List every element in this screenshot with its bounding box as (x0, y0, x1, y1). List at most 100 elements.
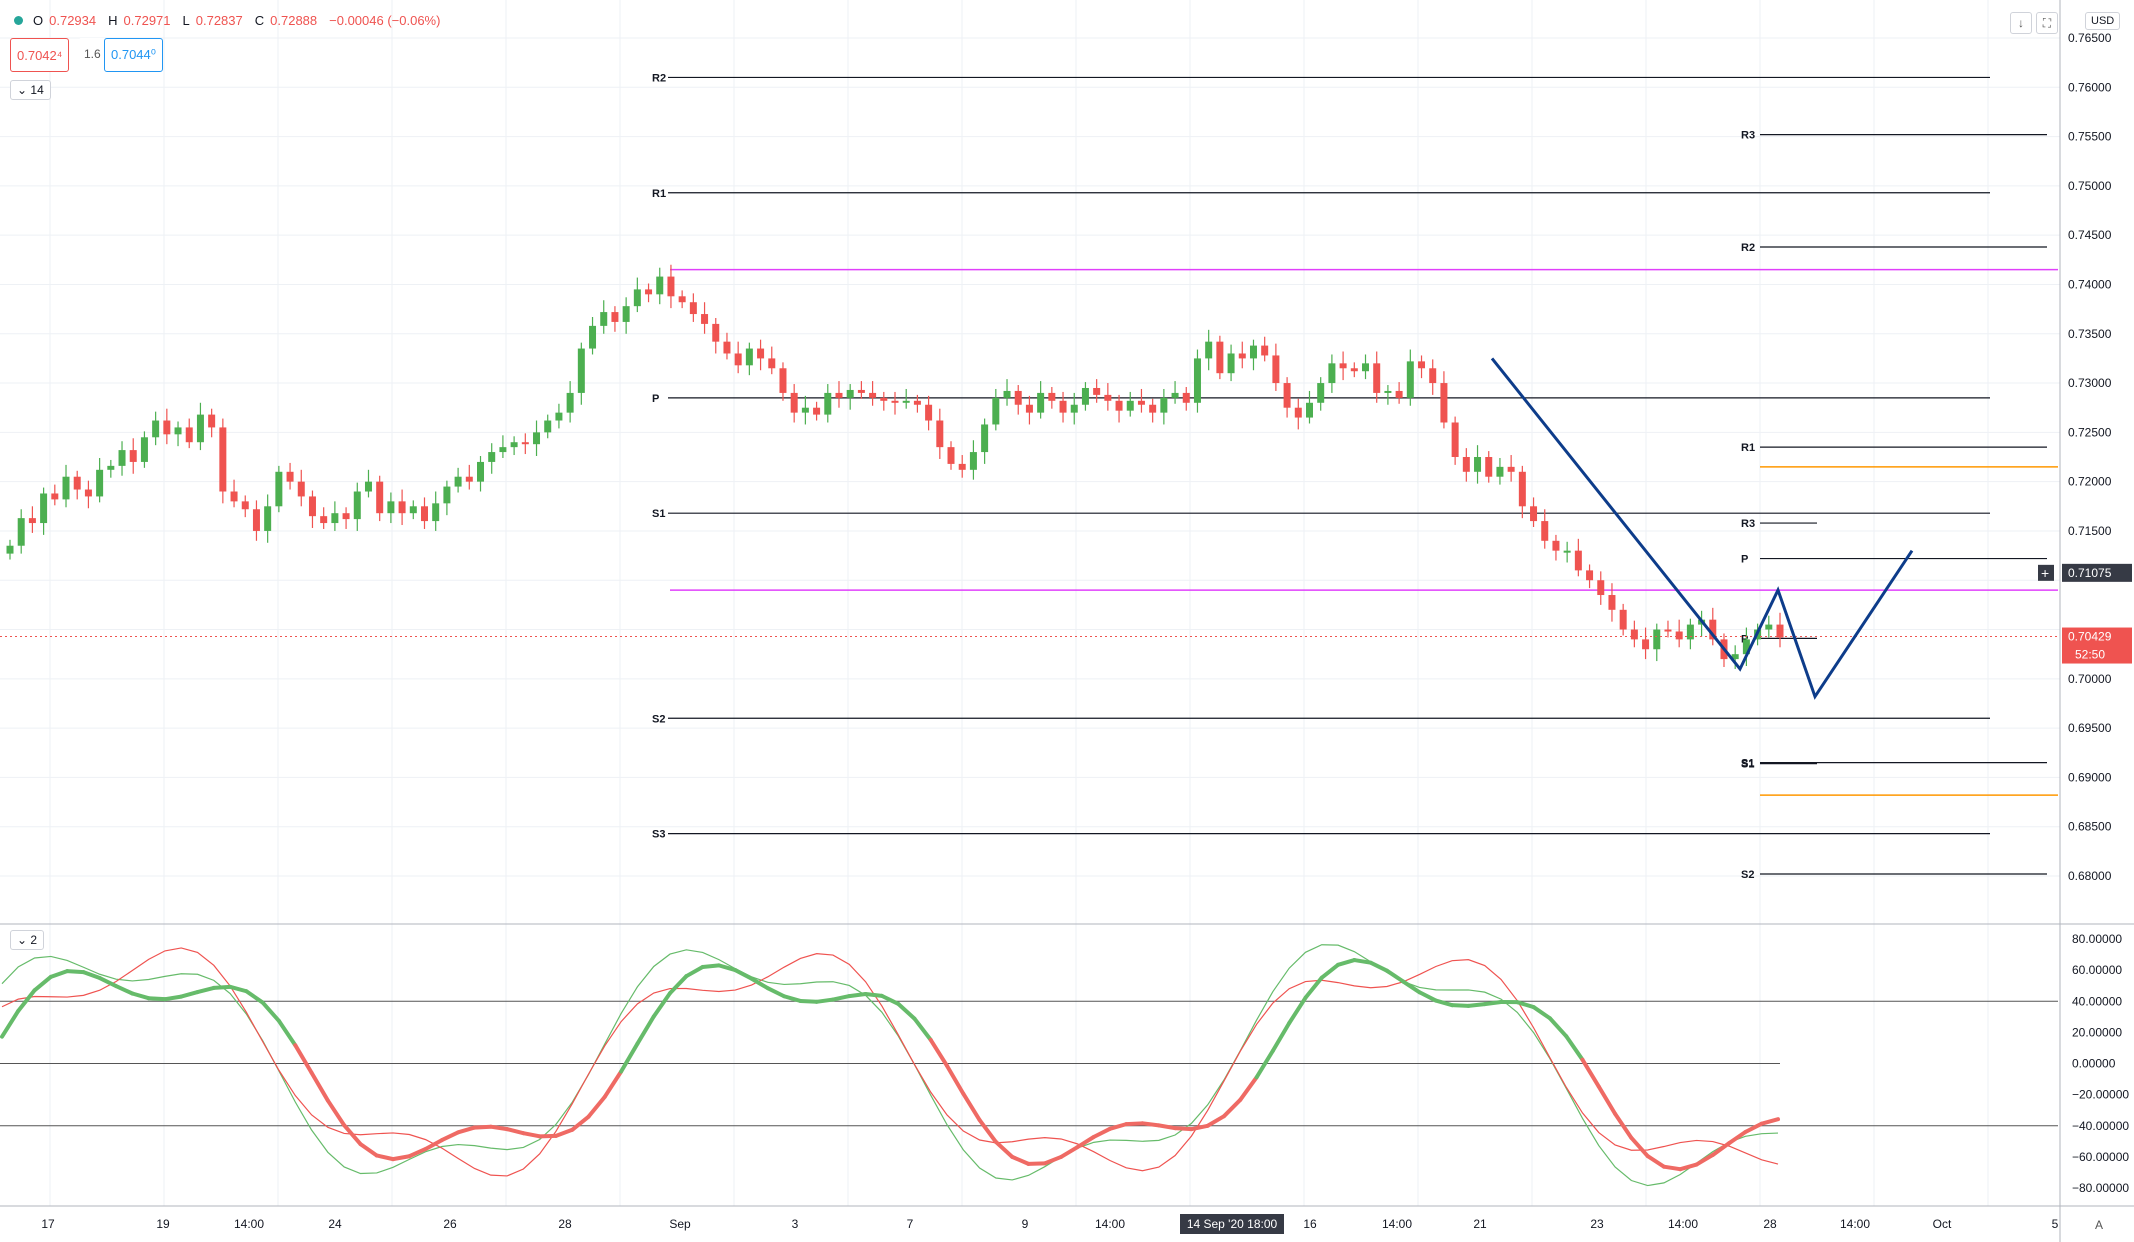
trend-momentum-line (830, 994, 852, 1002)
candle-body (1709, 619, 1717, 640)
price-tick: 0.75000 (2068, 179, 2112, 193)
trend-momentum-line (439, 1130, 461, 1143)
fullscreen-icon[interactable]: ⛶ (2036, 12, 2058, 34)
sell-price: 0.7042⁴ (17, 47, 63, 63)
pivot-label: R1 (1741, 442, 1755, 454)
candle-body (73, 476, 81, 490)
trend-momentum-line (798, 998, 819, 1004)
trend-momentum-line (1303, 975, 1324, 1000)
trend-momentum-line (928, 1037, 950, 1068)
trend-momentum-line (293, 1043, 314, 1075)
time-tick: 14:00 (234, 1217, 264, 1231)
buy-price-button[interactable]: 0.7044⁰ (104, 38, 163, 72)
trend-momentum-line (48, 969, 70, 979)
candle-body (734, 353, 742, 366)
trend-momentum-line (1482, 1000, 1504, 1007)
time-tick: 14:00 (1840, 1217, 1870, 1231)
osc-tick: −80.00000 (2072, 1181, 2129, 1195)
candle-body (1261, 345, 1269, 356)
trend-momentum-line (879, 993, 901, 1006)
auto-scale-button[interactable]: A (2095, 1218, 2104, 1232)
candle-body (163, 420, 171, 435)
trend-momentum-line (1433, 998, 1455, 1008)
last-price-label: 0.70429 (2068, 630, 2112, 644)
candle-body (432, 503, 440, 522)
candle-body (869, 392, 877, 398)
osc-tick: −40.00000 (2072, 1119, 2129, 1133)
candle-body (1025, 404, 1033, 413)
arrow-down-icon[interactable]: ↓ (2010, 12, 2032, 34)
trend-momentum-line (912, 1016, 933, 1042)
candle-body (768, 358, 776, 369)
candle-body (1205, 341, 1213, 359)
candle-body (1518, 471, 1526, 507)
candle-body (678, 296, 686, 303)
crosshair-plus-icon (2038, 564, 2054, 581)
trend-momentum-line (1107, 1122, 1129, 1131)
candle-body (1037, 392, 1045, 413)
trend-momentum-line (65, 969, 86, 975)
candle-body (230, 491, 238, 502)
trend-momentum-line (1270, 1021, 1292, 1053)
price-tick: 0.68000 (2068, 869, 2112, 883)
trend-momentum-line (1629, 1135, 1650, 1159)
candle-body (835, 392, 843, 398)
trend-momentum-line (1450, 1003, 1471, 1008)
trend-momentum-line (1352, 958, 1373, 965)
trend-momentum-line (1026, 1161, 1047, 1166)
candle-body (1686, 624, 1694, 640)
candle-body (1350, 368, 1358, 372)
time-tick: 14:00 (1668, 1217, 1698, 1231)
crosshair-price-box (2062, 563, 2132, 582)
trend-momentum-line (1613, 1111, 1634, 1140)
time-tick: 17 (41, 1217, 55, 1231)
chevron-down-icon: ⌄ (17, 933, 28, 947)
candle-body (1126, 400, 1134, 411)
time-tick: 24 (328, 1217, 342, 1231)
candle-body (443, 486, 451, 504)
candle-body (1541, 521, 1549, 541)
trend-momentum-line (1710, 1141, 1732, 1157)
trend-momentum-line (1466, 1002, 1487, 1008)
indicator-collapse-button[interactable]: ⌄ 14 (10, 80, 51, 100)
time-tick: 14:00 (1382, 1217, 1412, 1231)
candle-body (712, 323, 720, 342)
trend-momentum-line (162, 994, 184, 1002)
trend-momentum-line (505, 1127, 526, 1136)
candle-body (656, 276, 664, 295)
osc-tick: 20.00000 (2072, 1025, 2122, 1039)
candle-body (723, 341, 731, 354)
candle-body (757, 348, 765, 359)
high-value: 0.72971 (123, 13, 171, 28)
price-tick: 0.75500 (2068, 130, 2112, 144)
oscillator-collapse-button[interactable]: ⌄ 2 (10, 930, 45, 950)
candle-body (499, 447, 507, 453)
sell-price-button[interactable]: 0.7042⁴ (10, 38, 70, 72)
price-tick: 0.72000 (2068, 475, 2112, 489)
trend-momentum-line (1238, 1075, 1259, 1102)
trend-momentum-line (1254, 1048, 1275, 1080)
candle-body (521, 442, 529, 445)
trend-momentum-line (1743, 1121, 1764, 1135)
candle-body (824, 392, 832, 415)
candle-body (566, 392, 574, 413)
candle-body (544, 420, 552, 433)
trend-momentum-line (1564, 1034, 1585, 1062)
candle-body (611, 312, 619, 322)
trend-momentum-line (782, 994, 803, 1003)
candle-body (1653, 629, 1661, 650)
trend-momentum-line (260, 1000, 281, 1023)
currency-button[interactable]: USD (2085, 12, 2121, 30)
change-value: −0.00046 (−0.06%) (329, 13, 441, 28)
stoch-fast-line (1, 944, 1779, 1187)
candle-body (1395, 390, 1403, 398)
trend-momentum-line (374, 1153, 396, 1162)
trend-momentum-line (130, 991, 151, 1001)
candle-body (118, 450, 126, 466)
candle-body (1642, 639, 1650, 650)
osc-tick: 80.00000 (2072, 932, 2122, 946)
candle-body (297, 481, 305, 497)
candle-body (510, 442, 518, 448)
trend-momentum-line (1384, 968, 1406, 984)
